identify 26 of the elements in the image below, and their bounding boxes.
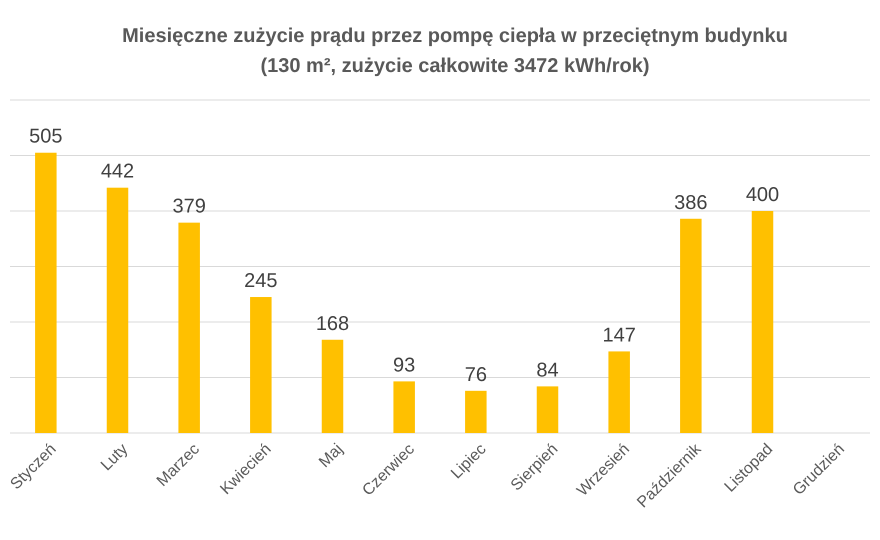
data-label: 84 [536, 359, 559, 382]
data-label: 93 [393, 354, 416, 376]
bar [465, 390, 487, 433]
x-tick-label: Luty [98, 440, 132, 474]
data-label: 245 [244, 270, 278, 292]
data-label: 505 [29, 126, 63, 148]
bar [608, 351, 630, 433]
data-label: 76 [464, 364, 487, 386]
bar [250, 297, 272, 433]
bar [178, 222, 200, 433]
data-label: 442 [100, 160, 134, 183]
data-label: 400 [746, 184, 780, 206]
bar [106, 188, 128, 433]
data-label: 168 [316, 312, 350, 335]
data-label: 147 [602, 324, 636, 346]
chart-title: Miesięczne zużycie prądu przez pompę ciepła w przeciętnym budynku [122, 25, 788, 47]
bar [752, 211, 774, 433]
bar [35, 152, 57, 433]
data-label: 379 [172, 196, 206, 218]
chart-subtitle: (130 m², zużycie całkowite 3472 kWh/rok) [260, 55, 650, 77]
data-label: 386 [674, 192, 708, 214]
x-tick-label: Maj [316, 440, 346, 472]
bar [322, 340, 344, 433]
bar [536, 386, 558, 433]
bar [680, 218, 702, 433]
bar [393, 381, 415, 433]
